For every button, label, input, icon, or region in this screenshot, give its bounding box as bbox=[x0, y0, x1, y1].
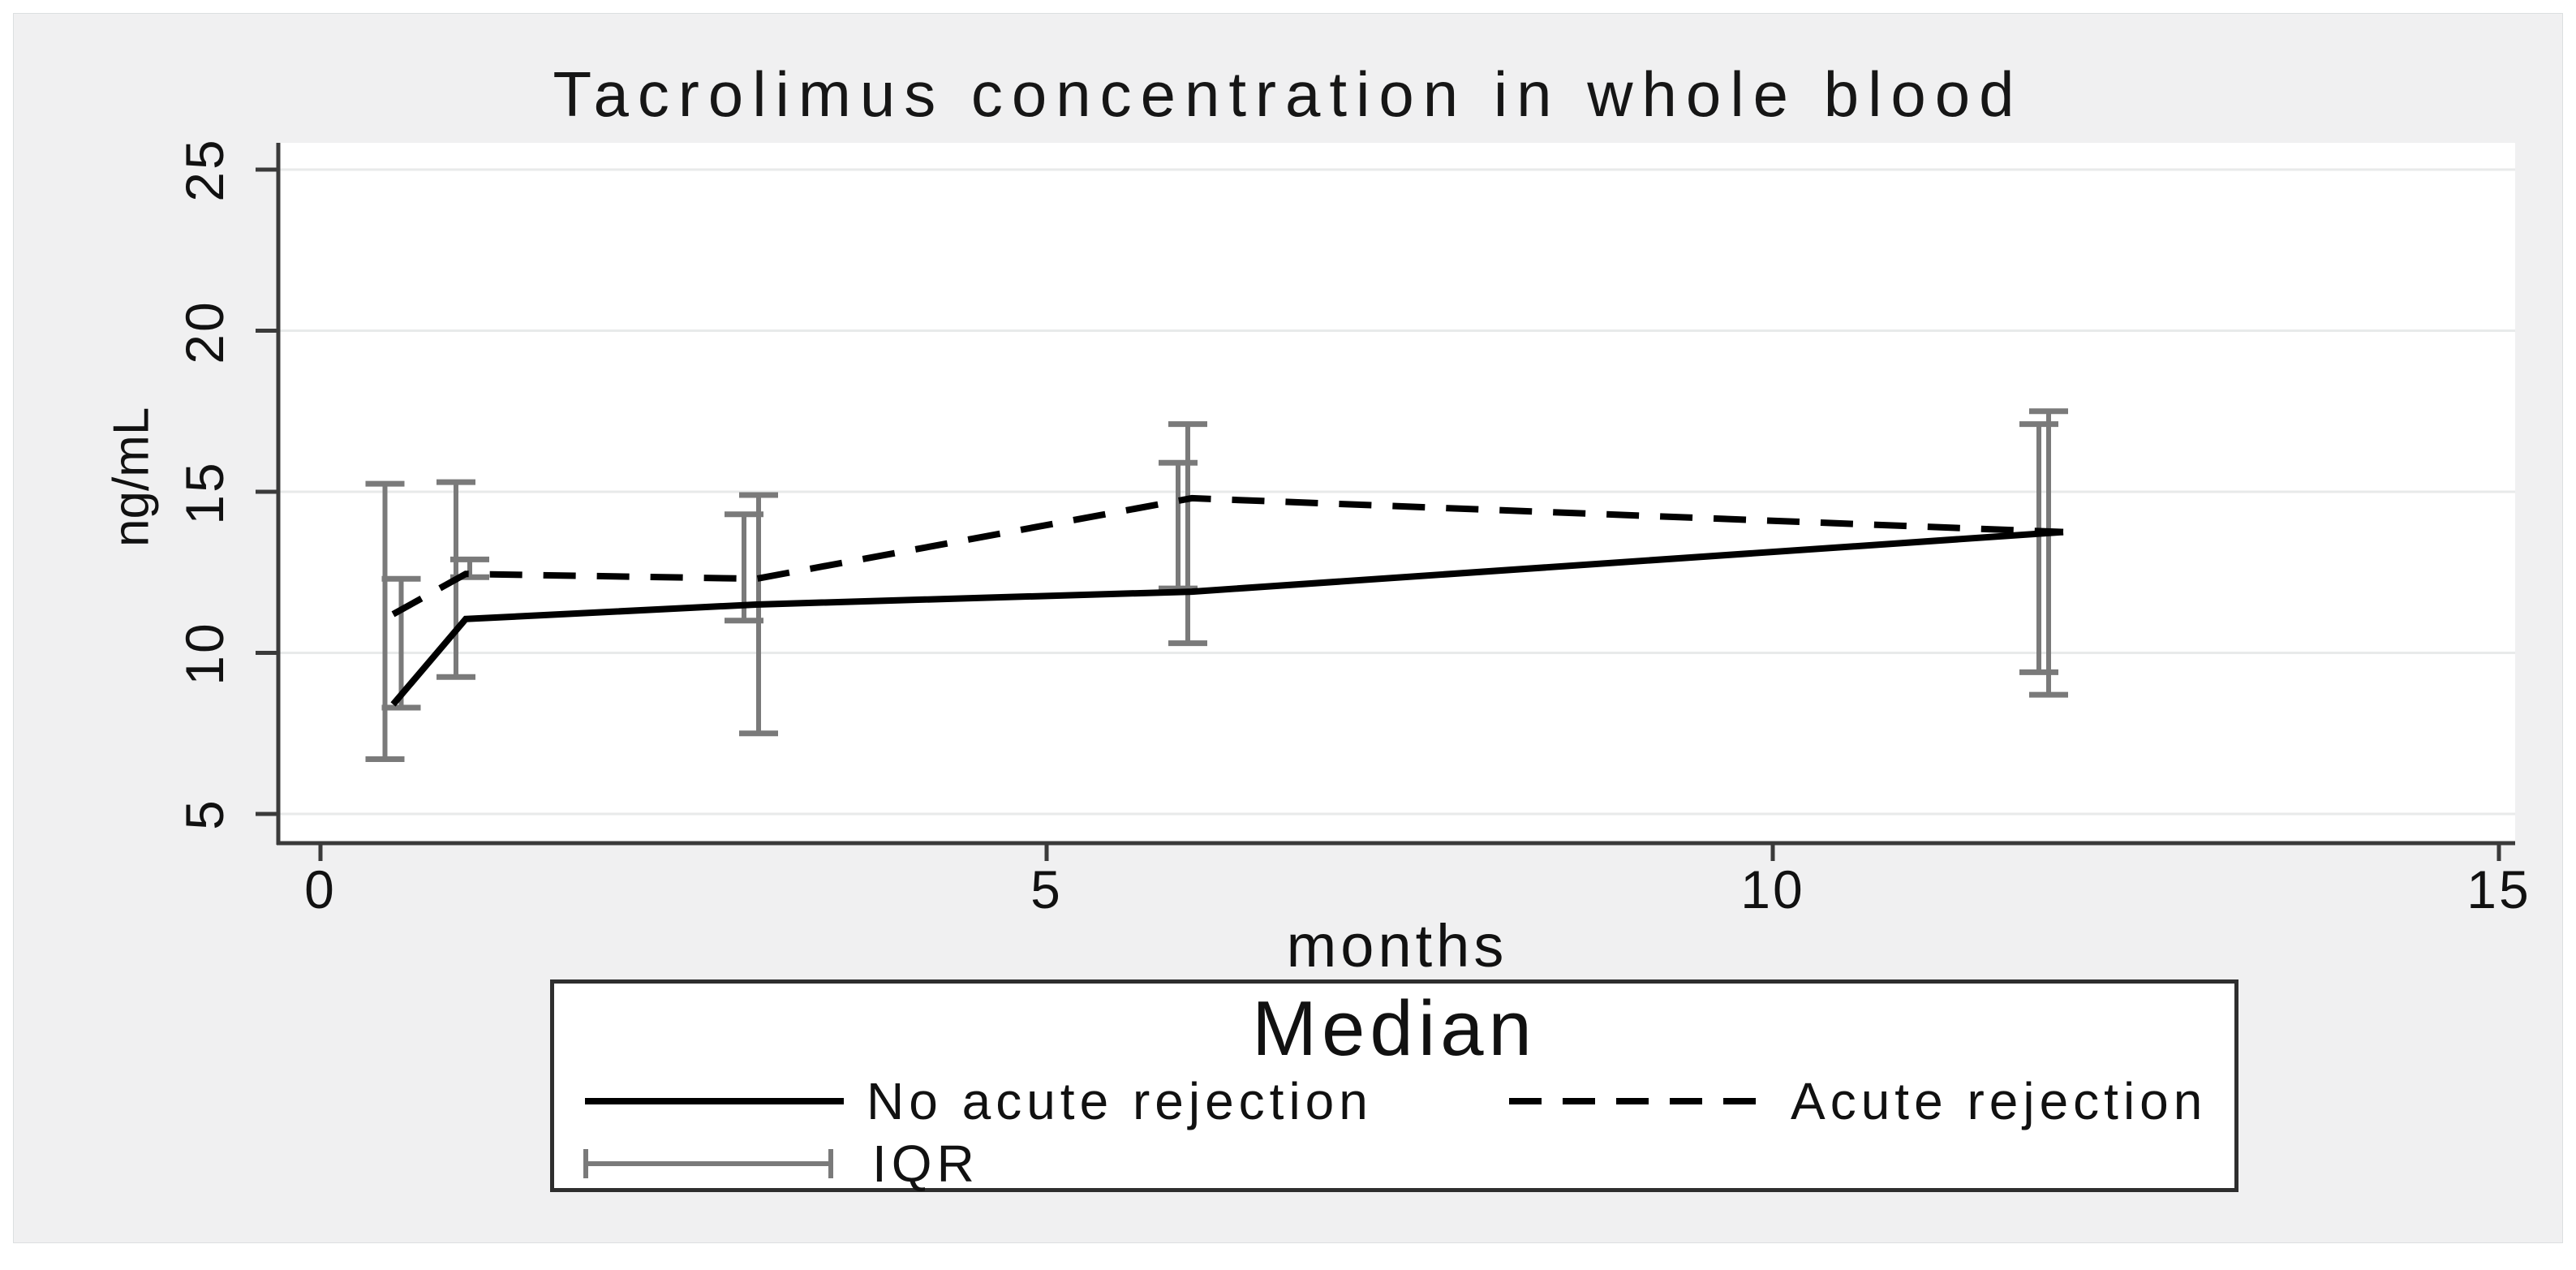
legend-box: Median No acute rejection Acute rejectio… bbox=[550, 979, 2238, 1193]
figure-canvas: Tacrolimus concentration in whole blood … bbox=[13, 13, 2563, 1243]
x-axis-label: months bbox=[1286, 912, 1508, 979]
chart-plot bbox=[256, 143, 2515, 861]
legend-entry-iqr: IQR bbox=[872, 1134, 979, 1193]
x-tick-label: 10 bbox=[1740, 859, 1805, 919]
solid-line-sample bbox=[585, 1098, 844, 1104]
y-tick-label: 15 bbox=[174, 460, 234, 525]
x-tick-label: 0 bbox=[304, 859, 337, 919]
y-tick-label: 10 bbox=[174, 621, 234, 686]
no-acute-rejection-line bbox=[390, 528, 2064, 707]
dashed-line-sample bbox=[1509, 1098, 1757, 1104]
legend-title: Median bbox=[1252, 985, 1537, 1072]
x-tick-label: 5 bbox=[1030, 859, 1063, 919]
y-axis-label: ng/mL bbox=[103, 407, 160, 547]
y-tick-label: 20 bbox=[174, 299, 234, 364]
x-tick-label: 15 bbox=[2466, 859, 2531, 919]
acute-rejection-line bbox=[391, 494, 2064, 618]
chart-title: Tacrolimus concentration in whole blood bbox=[553, 58, 2023, 130]
iqr-sample-line bbox=[588, 1161, 828, 1166]
legend-entry-no-acute-rejection: No acute rejection bbox=[867, 1072, 1373, 1130]
y-tick-label: 25 bbox=[174, 137, 234, 202]
iqr-error-bar-sample bbox=[583, 1149, 833, 1178]
legend-entry-acute-rejection: Acute rejection bbox=[1791, 1072, 2208, 1130]
y-tick-label: 5 bbox=[174, 798, 234, 830]
